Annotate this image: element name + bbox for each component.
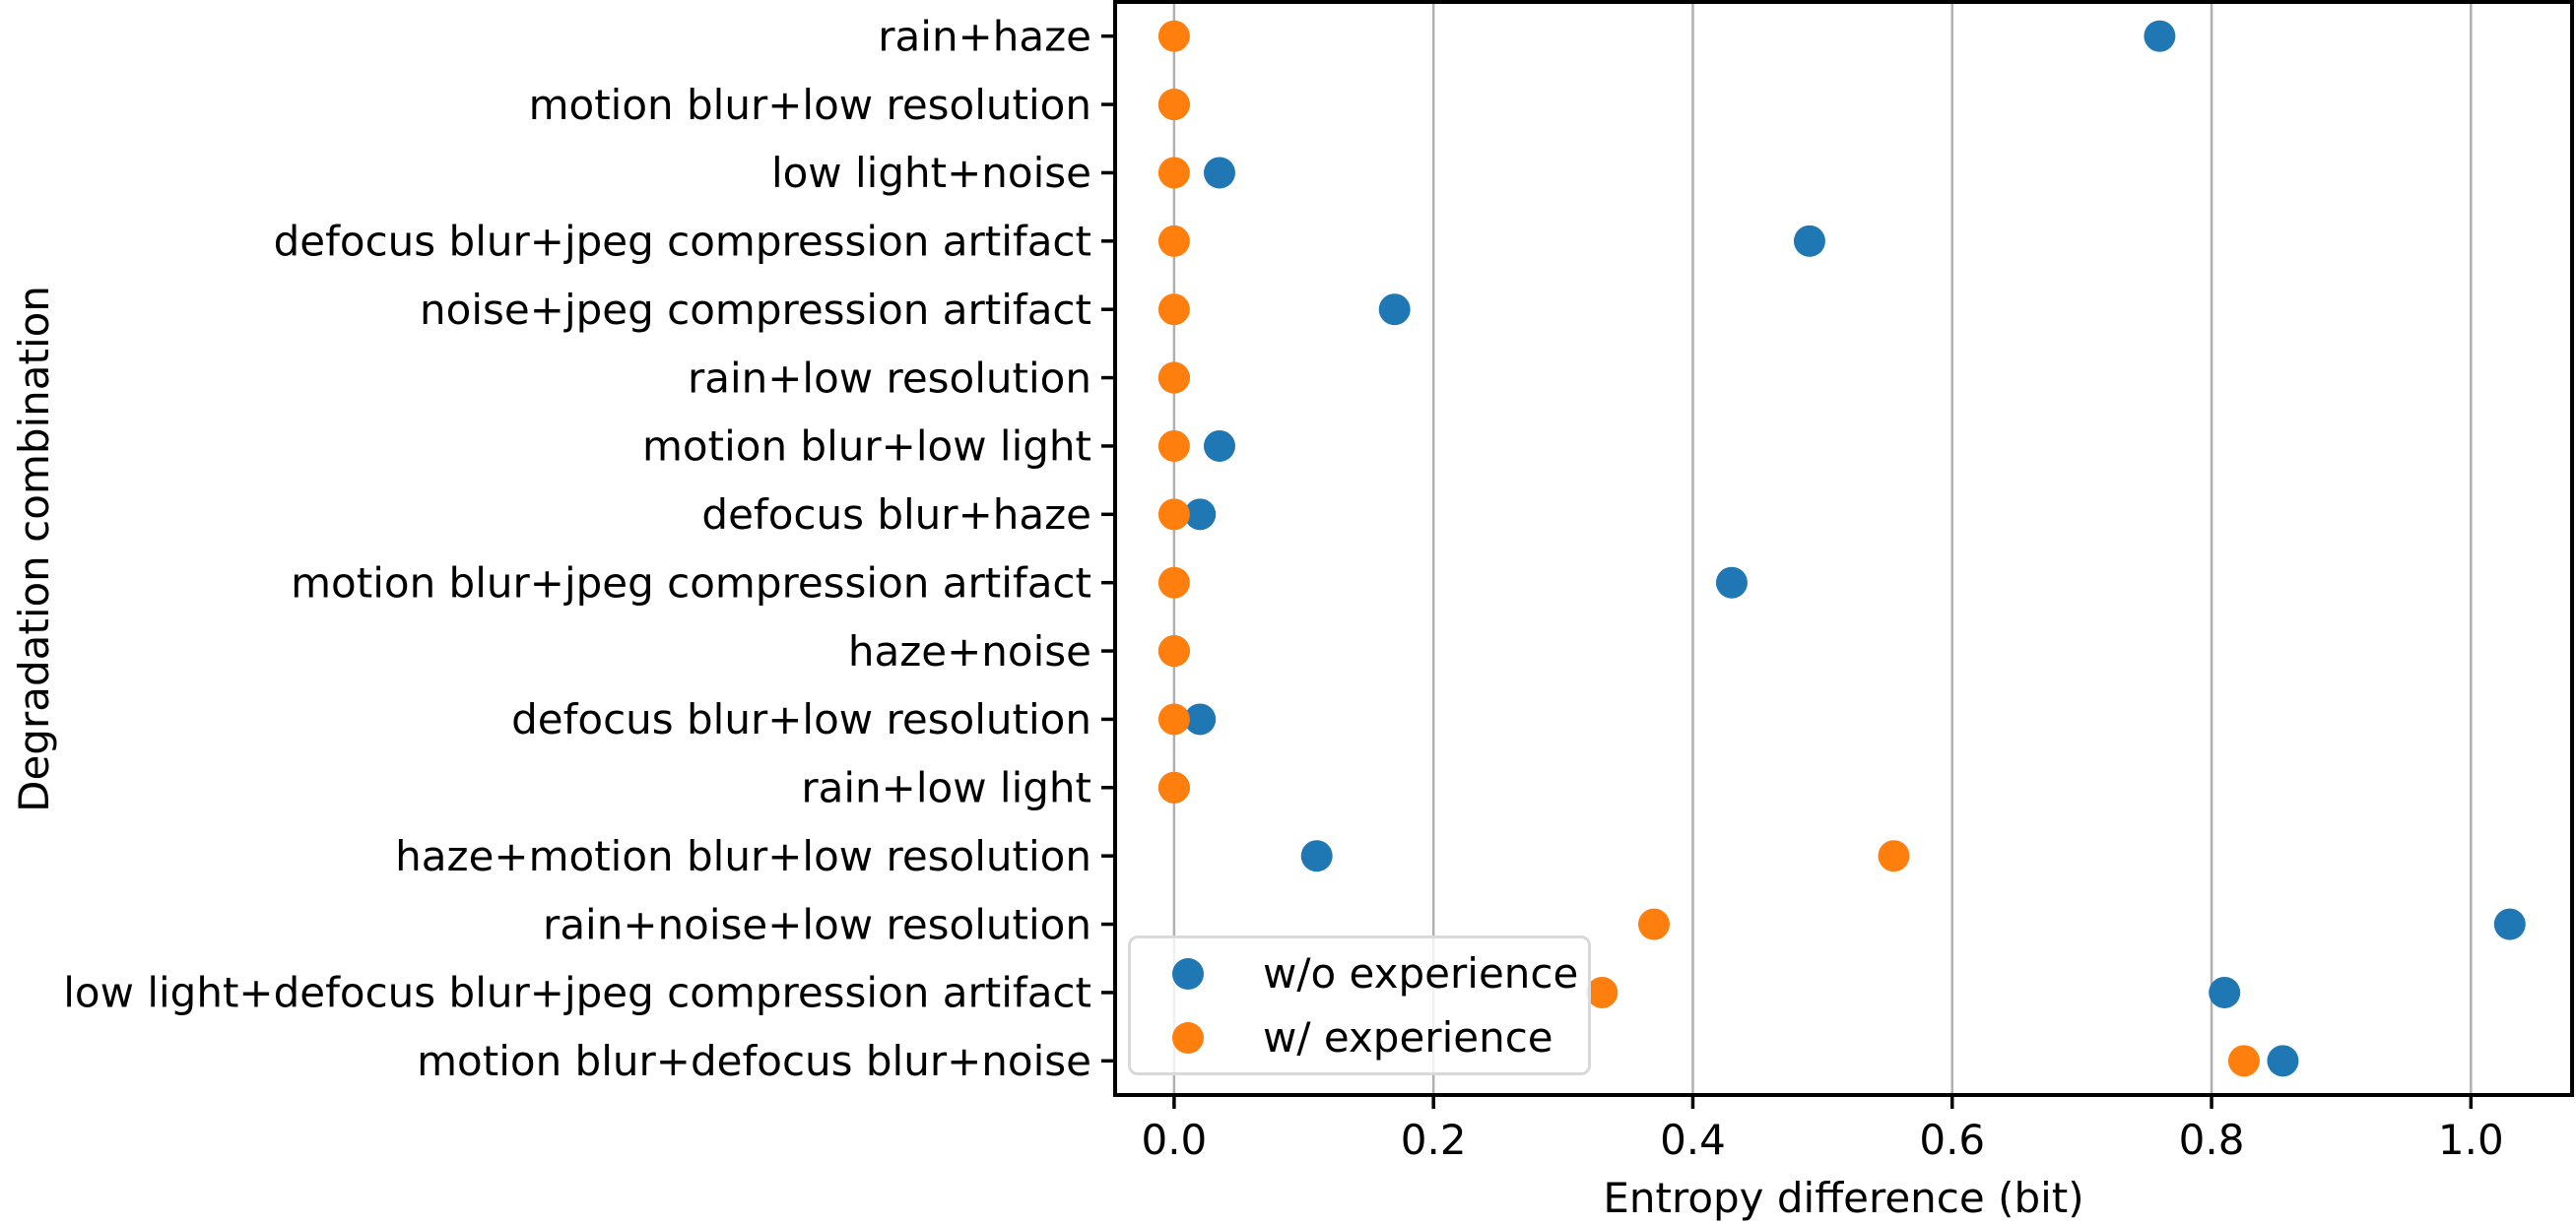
- legend-item-w-experience: w/ experience: [1172, 1005, 1588, 1069]
- data-point-w-experience: [1157, 89, 1190, 121]
- data-point-w-experience: [1157, 703, 1190, 736]
- data-point-wo-experience: [1184, 703, 1217, 736]
- category-label: rain+noise+low resolution: [543, 900, 1091, 948]
- category-label: motion blur+jpeg compression artifact: [291, 558, 1091, 607]
- data-point-wo-experience: [1203, 157, 1235, 189]
- data-point-w-experience: [1157, 635, 1190, 668]
- data-point-w-experience: [1157, 429, 1190, 462]
- category-label: low light+noise: [771, 149, 1091, 197]
- y-axis-title-text: Degradation combination: [9, 285, 58, 812]
- data-point-wo-experience: [1203, 429, 1235, 462]
- x-tick-label: 0.0: [1141, 1116, 1207, 1164]
- data-point-wo-experience: [1300, 840, 1333, 872]
- data-point-w-experience: [1637, 908, 1670, 940]
- data-point-wo-experience: [2209, 976, 2241, 1008]
- data-point-wo-experience: [1184, 498, 1217, 531]
- data-point-wo-experience: [2493, 908, 2526, 940]
- category-label: rain+haze: [878, 12, 1091, 60]
- category-label: rain+low light: [801, 764, 1091, 812]
- category-label: defocus blur+low resolution: [511, 695, 1091, 743]
- data-point-w-experience: [1157, 20, 1190, 52]
- category-label: motion blur+low resolution: [529, 81, 1091, 129]
- data-point-wo-experience: [2144, 20, 2176, 52]
- legend-item-label: w/ experience: [1263, 1013, 1553, 1062]
- category-label: defocus blur+jpeg compression artifact: [274, 218, 1091, 266]
- x-tick-label: 0.2: [1401, 1116, 1467, 1164]
- data-point-w-experience: [1157, 293, 1190, 326]
- category-label: motion blur+low light: [642, 422, 1091, 471]
- data-point-w-experience: [1157, 361, 1190, 394]
- data-point-w-experience: [1157, 771, 1190, 804]
- x-tick-label: 1.0: [2438, 1116, 2504, 1164]
- category-label: motion blur+defocus blur+noise: [417, 1037, 1091, 1085]
- data-point-wo-experience: [1793, 225, 1825, 257]
- legend: w/o experience w/ experience: [1128, 935, 1591, 1075]
- category-label: defocus blur+haze: [701, 490, 1091, 539]
- data-point-w-experience: [1157, 566, 1190, 599]
- x-axis-title: Entropy difference (bit): [1603, 1174, 2084, 1222]
- data-point-wo-experience: [1378, 293, 1411, 326]
- y-axis-title: Degradation combination: [2, 2, 65, 1095]
- w-experience-marker-icon: [1172, 1021, 1204, 1054]
- data-point-w-experience: [1157, 225, 1190, 257]
- legend-item-label: w/o experience: [1263, 949, 1579, 998]
- wo-experience-marker-icon: [1172, 957, 1204, 990]
- data-point-wo-experience: [1715, 566, 1748, 599]
- data-point-wo-experience: [2267, 1045, 2299, 1077]
- data-point-w-experience: [1586, 976, 1618, 1008]
- data-point-w-experience: [1878, 840, 1910, 872]
- category-label: haze+noise: [848, 627, 1091, 676]
- category-label: rain+low resolution: [688, 354, 1091, 402]
- plot-frame: [1113, 0, 2574, 1097]
- category-label: noise+jpeg compression artifact: [420, 286, 1091, 334]
- category-label: low light+defocus blur+jpeg compression …: [63, 969, 1091, 1017]
- x-tick-label: 0.6: [1919, 1116, 1985, 1164]
- x-tick-label: 0.4: [1660, 1116, 1726, 1164]
- x-tick-label: 0.8: [2179, 1116, 2245, 1164]
- data-point-w-experience: [2227, 1045, 2260, 1077]
- legend-item-wo-experience: w/o experience: [1172, 941, 1588, 1005]
- category-label: haze+motion blur+low resolution: [395, 832, 1091, 880]
- data-point-w-experience: [1157, 157, 1190, 189]
- data-point-w-experience: [1157, 498, 1190, 531]
